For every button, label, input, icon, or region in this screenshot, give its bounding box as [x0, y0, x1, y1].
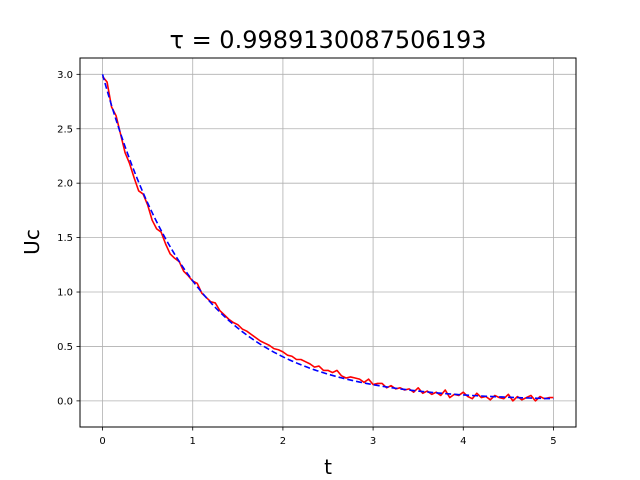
x-tick-label: 3 [370, 436, 376, 447]
y-tick-label: 0.5 [57, 342, 73, 353]
x-axis-title: t [324, 455, 332, 479]
chart-title: τ = 0.9989130087506193 [169, 26, 486, 54]
y-axis-title: Uc [20, 229, 44, 255]
y-tick-label: 2.0 [57, 179, 73, 190]
axis-ticks: 0 1 2 3 4 5 0.0 0.5 1.0 1.5 2.0 2.5 3.0 [57, 70, 557, 447]
x-tick-label: 4 [460, 436, 466, 447]
x-tick-label: 5 [550, 436, 556, 447]
series-layer [101, 74, 554, 402]
x-tick-label: 2 [280, 436, 286, 447]
y-tick-label: 1.0 [57, 288, 73, 299]
measured-data-line [101, 75, 554, 402]
y-tick-label: 0.0 [57, 396, 73, 407]
fit-curve-line [101, 74, 554, 400]
y-tick-label: 3.0 [57, 70, 73, 81]
x-tick-label: 1 [190, 436, 196, 447]
plot-frame [79, 57, 577, 428]
x-tick-label: 0 [99, 436, 105, 447]
y-tick-label: 1.5 [57, 233, 73, 244]
grid-lines [80, 58, 576, 427]
y-tick-label: 2.5 [57, 124, 73, 135]
